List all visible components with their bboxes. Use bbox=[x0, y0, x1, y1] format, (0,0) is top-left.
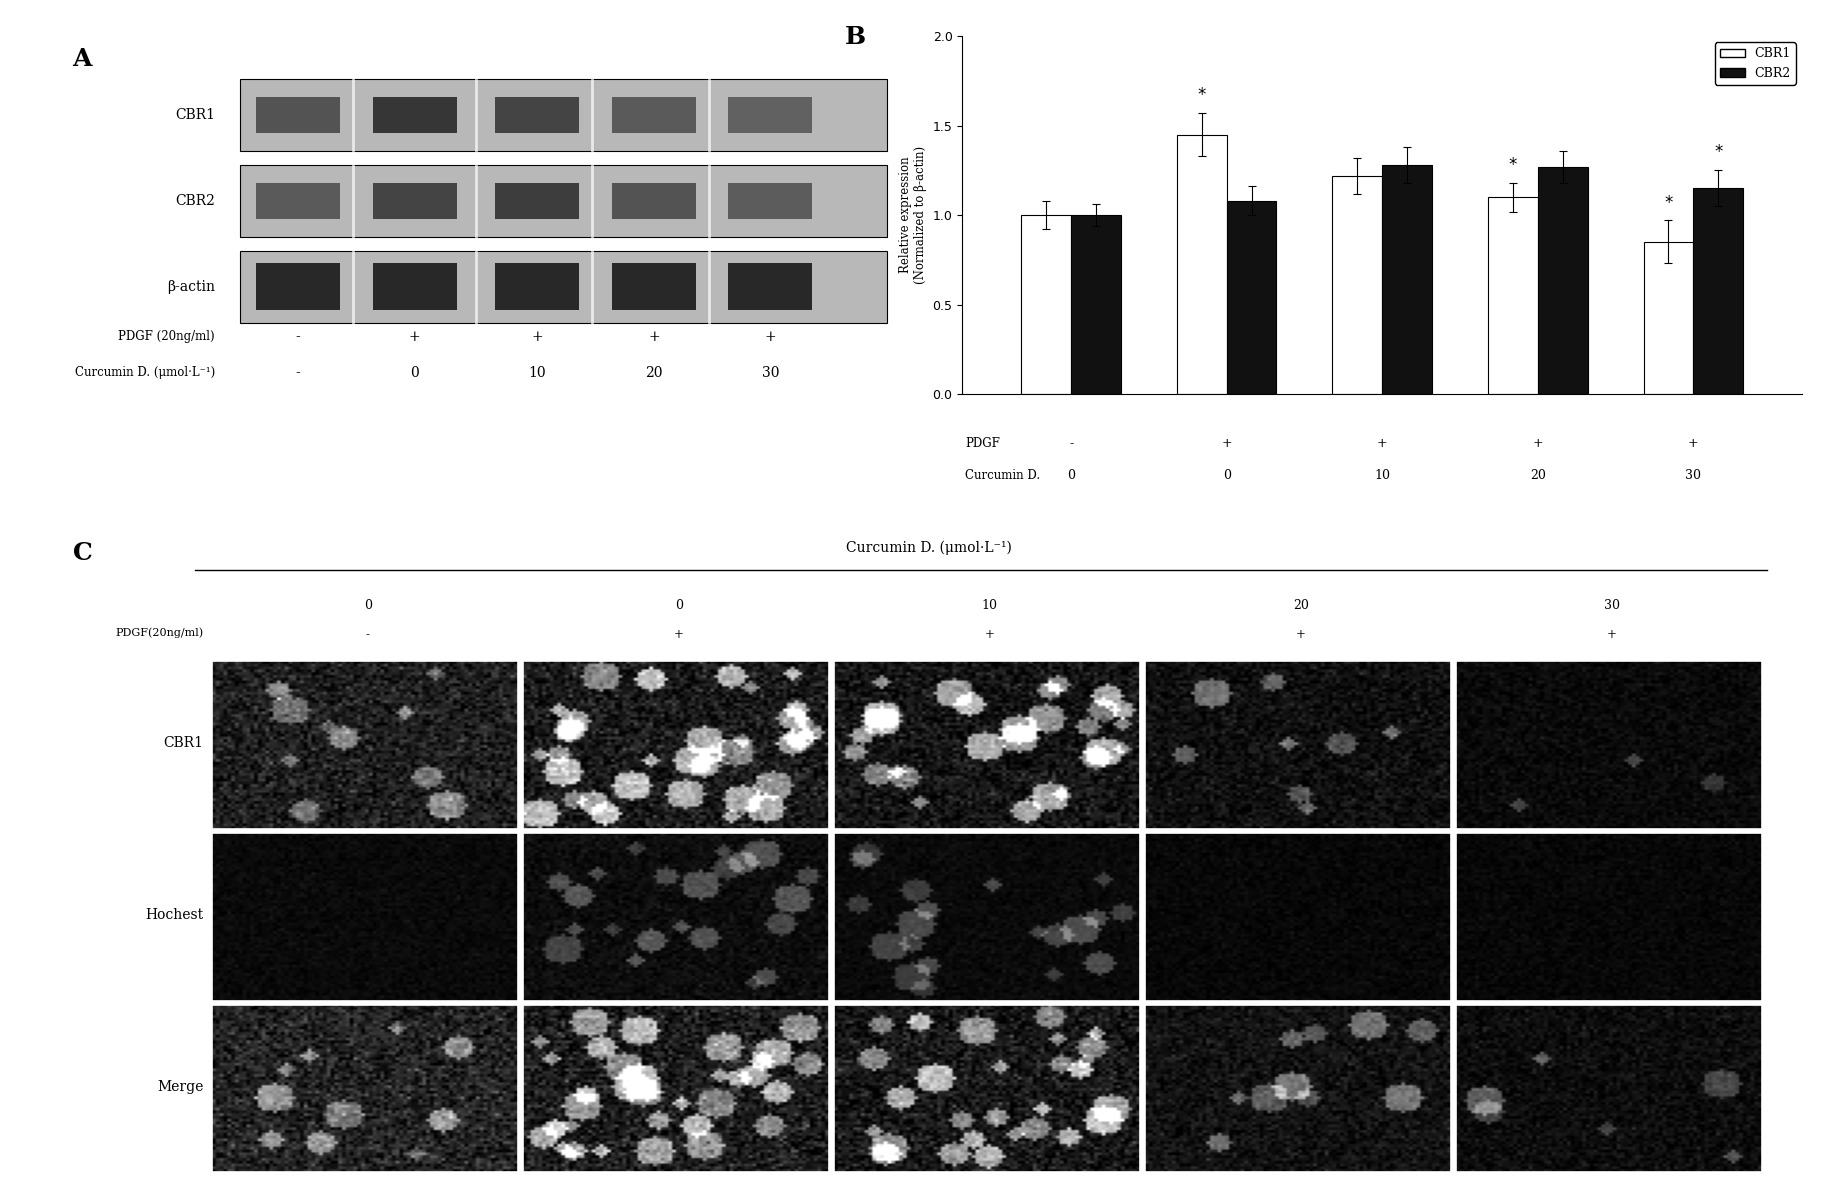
Text: +: + bbox=[673, 628, 684, 641]
Bar bbox=[1537, 167, 1587, 395]
Text: *: * bbox=[1714, 143, 1723, 161]
Text: +: + bbox=[1296, 628, 1306, 641]
Bar bbox=[1644, 242, 1694, 395]
Text: 0: 0 bbox=[675, 599, 682, 612]
Text: +: + bbox=[1607, 628, 1616, 641]
Text: +: + bbox=[1688, 437, 1699, 450]
Text: PDGF (20ng/ml): PDGF (20ng/ml) bbox=[118, 331, 215, 343]
Text: Hochest: Hochest bbox=[145, 908, 204, 921]
Text: 0: 0 bbox=[410, 366, 419, 380]
Text: A: A bbox=[72, 47, 92, 71]
Bar bbox=[1021, 215, 1070, 395]
Bar bbox=[495, 263, 579, 310]
Text: Curcumin D.: Curcumin D. bbox=[965, 469, 1041, 482]
Text: Curcumin D. (μmol·L⁻¹): Curcumin D. (μmol·L⁻¹) bbox=[846, 541, 1011, 556]
Text: Curcumin D. (μmol·L⁻¹): Curcumin D. (μmol·L⁻¹) bbox=[75, 366, 215, 379]
Text: C: C bbox=[74, 541, 92, 565]
Bar bbox=[728, 263, 813, 310]
Text: +: + bbox=[765, 330, 776, 344]
Bar bbox=[239, 165, 886, 237]
Text: CBR1: CBR1 bbox=[175, 108, 215, 122]
Bar bbox=[256, 183, 340, 219]
Bar bbox=[612, 97, 695, 132]
Bar bbox=[1694, 188, 1743, 395]
Text: CBR1: CBR1 bbox=[164, 736, 204, 749]
Bar bbox=[373, 183, 456, 219]
Text: β-actin: β-actin bbox=[167, 280, 215, 294]
Text: 0: 0 bbox=[1067, 469, 1076, 482]
Bar bbox=[1488, 197, 1537, 395]
Text: 30: 30 bbox=[1685, 469, 1701, 482]
Text: +: + bbox=[1377, 437, 1388, 450]
Text: Merge: Merge bbox=[158, 1079, 204, 1094]
Bar bbox=[373, 97, 456, 132]
Text: 0: 0 bbox=[364, 599, 371, 612]
Text: +: + bbox=[986, 628, 995, 641]
Text: -: - bbox=[366, 628, 370, 641]
Text: PDGF(20ng/ml): PDGF(20ng/ml) bbox=[116, 628, 204, 639]
Text: +: + bbox=[1221, 437, 1232, 450]
Text: 0: 0 bbox=[1223, 469, 1230, 482]
Text: 20: 20 bbox=[1530, 469, 1547, 482]
Bar bbox=[256, 263, 340, 310]
Text: 10: 10 bbox=[1374, 469, 1390, 482]
Y-axis label: Relative expression
(Normalized to β-actin): Relative expression (Normalized to β-act… bbox=[899, 146, 927, 284]
Text: 10: 10 bbox=[528, 366, 546, 380]
Text: *: * bbox=[1508, 156, 1517, 174]
Bar bbox=[256, 97, 340, 132]
Text: -: - bbox=[296, 366, 300, 380]
Text: CBR2: CBR2 bbox=[175, 194, 215, 208]
Text: 30: 30 bbox=[761, 366, 780, 380]
Bar bbox=[373, 263, 456, 310]
Text: *: * bbox=[1197, 87, 1206, 105]
Text: 10: 10 bbox=[982, 599, 999, 612]
Text: 20: 20 bbox=[1293, 599, 1309, 612]
Text: 30: 30 bbox=[1604, 599, 1620, 612]
Bar bbox=[1333, 176, 1383, 395]
Text: 20: 20 bbox=[645, 366, 662, 380]
Bar bbox=[728, 97, 813, 132]
Bar bbox=[495, 97, 579, 132]
Bar bbox=[1227, 201, 1276, 395]
Text: +: + bbox=[408, 330, 421, 344]
Text: PDGF: PDGF bbox=[965, 437, 1000, 450]
Bar bbox=[239, 79, 886, 150]
Text: +: + bbox=[647, 330, 660, 344]
Text: +: + bbox=[531, 330, 543, 344]
Legend: CBR1, CBR2: CBR1, CBR2 bbox=[1714, 42, 1797, 84]
Text: -: - bbox=[296, 330, 300, 344]
Bar bbox=[495, 183, 579, 219]
Bar bbox=[1383, 165, 1433, 395]
Text: B: B bbox=[844, 25, 866, 49]
Text: -: - bbox=[1068, 437, 1074, 450]
Bar bbox=[1070, 215, 1122, 395]
Text: +: + bbox=[1532, 437, 1543, 450]
Bar bbox=[728, 183, 813, 219]
Bar bbox=[612, 183, 695, 219]
Bar bbox=[612, 263, 695, 310]
Bar bbox=[239, 251, 886, 322]
Text: *: * bbox=[1664, 194, 1673, 212]
Bar bbox=[1177, 135, 1227, 395]
